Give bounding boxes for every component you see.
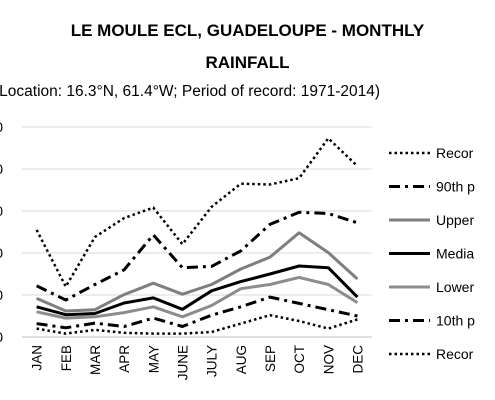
series-line-5 — [36, 295, 358, 330]
x-tick-label: AUG — [234, 345, 249, 374]
x-tick-label: NOV — [321, 345, 336, 374]
x-tick-label: JULY — [205, 345, 220, 377]
x-tick-label: APR — [117, 345, 132, 373]
x-tick-label: JUNE — [175, 345, 190, 380]
y-tick-label: 00 — [0, 161, 3, 177]
y-tick-label: 00 — [0, 203, 3, 219]
x-tick-label: MAY — [146, 345, 161, 373]
chart-title-line2: RAINFALL — [205, 53, 290, 72]
x-tick-label: SEP — [263, 345, 278, 372]
legend-label-1: 90th p — [436, 179, 475, 195]
legend-label-4: Lower — [436, 279, 474, 295]
chart-title-line1: LE MOULE ECL, GUADELOUPE - MONTHLY — [70, 21, 425, 40]
x-tick-label: FEB — [59, 345, 74, 371]
series-line-6 — [36, 313, 358, 335]
x-tick-label: JAN — [30, 345, 45, 371]
y-tick-label: 00 — [0, 287, 3, 303]
series-line-0 — [35, 137, 359, 288]
legend-label-0: Recor — [436, 145, 474, 161]
y-tick-label: 0 — [0, 329, 3, 345]
y-tick-label: 00 — [0, 245, 3, 261]
legend-label-3: Media — [436, 246, 474, 262]
legend-label-5: 10th p — [436, 313, 475, 329]
legend-label-6: Recor — [436, 346, 474, 362]
series-line-2 — [36, 231, 359, 313]
legend-label-2: Upper — [436, 212, 474, 228]
y-tick-label: 00 — [0, 119, 3, 135]
x-tick-label: OCT — [292, 345, 307, 374]
x-tick-label: MAR — [88, 345, 103, 375]
series-line-3 — [36, 264, 359, 317]
x-tick-label: DEC — [350, 345, 365, 374]
series-line-1 — [35, 210, 358, 302]
chart-subtitle: (Location: 16.3°N, 61.4°W; Period of rec… — [0, 83, 381, 100]
series-line-4 — [36, 275, 359, 320]
